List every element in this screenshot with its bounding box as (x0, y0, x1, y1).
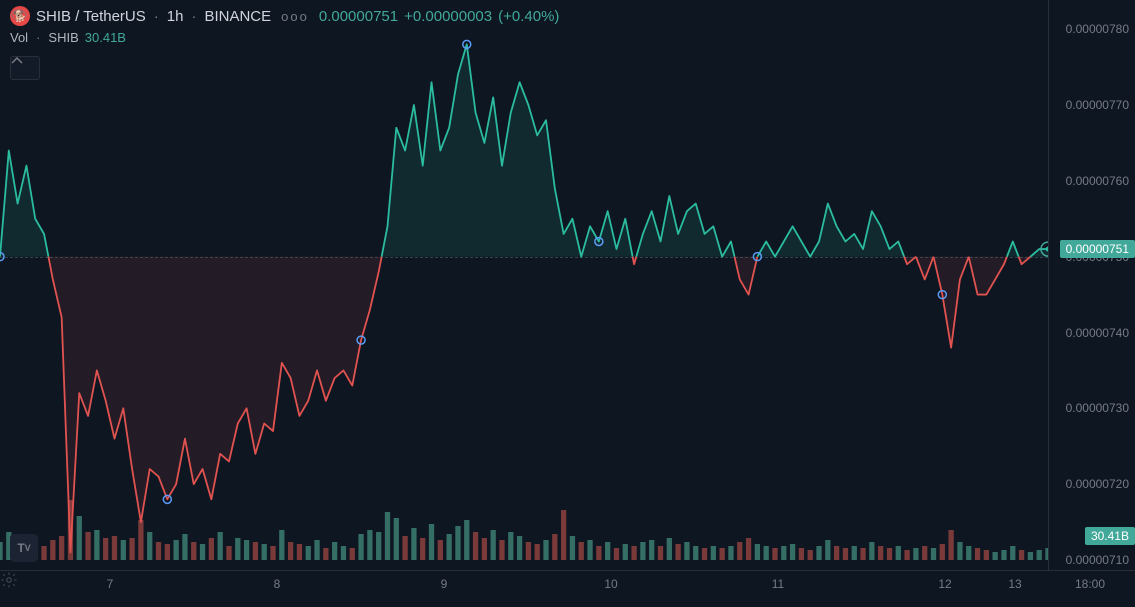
y-axis[interactable]: 0.000007800.000007700.000007600.00000750… (1048, 0, 1135, 570)
x-tick-label: 13 (1008, 577, 1021, 591)
symbol-pair[interactable]: SHIB / TetherUS (36, 8, 146, 25)
more-options-icon[interactable]: ooo (277, 9, 313, 24)
y-tick-label: 0.00000780 (1066, 22, 1129, 36)
y-tick-label: 0.00000720 (1066, 477, 1129, 491)
vol-value: 30.41B (85, 30, 126, 45)
interval-label[interactable]: 1h (167, 8, 184, 25)
tradingview-logo[interactable]: TV (10, 534, 38, 562)
current-price: 0.00000751 (319, 8, 398, 25)
collapse-button[interactable] (10, 56, 40, 80)
vol-symbol: SHIB (48, 30, 78, 45)
gear-icon[interactable] (0, 571, 18, 589)
x-axis[interactable]: 7 8 9 10 11 12 13 18:00 (0, 570, 1135, 607)
x-tick-label: 8 (274, 577, 281, 591)
price-change-abs: +0.00000003 (404, 8, 492, 25)
x-tick-label: 10 (604, 577, 617, 591)
x-right-label: 18:00 (1075, 577, 1105, 591)
chart-area[interactable] (0, 0, 1048, 570)
vol-label: Vol (10, 30, 28, 45)
y-tick-label: 0.00000770 (1066, 98, 1129, 112)
y-tick-label: 0.00000760 (1066, 174, 1129, 188)
price-change-pct: (+0.40%) (498, 8, 559, 25)
exchange-label: BINANCE (204, 8, 271, 25)
x-tick-label: 7 (107, 577, 114, 591)
x-tick-label: 9 (441, 577, 448, 591)
current-price-tag: 0.00000751 (1060, 240, 1135, 258)
y-tick-label: 0.00000710 (1066, 553, 1129, 567)
x-tick-label: 12 (938, 577, 951, 591)
visibility-icon[interactable] (10, 6, 28, 24)
x-tick-label: 11 (772, 577, 784, 591)
y-tick-label: 0.00000730 (1066, 401, 1129, 415)
y-tick-label: 0.00000740 (1066, 326, 1129, 340)
vol-tag: 30.41B (1085, 527, 1135, 545)
chart-header: 🐕 SHIB / TetherUS · 1h · BINANCE ooo 0.0… (10, 6, 559, 26)
volume-row: Vol · SHIB 30.41B (10, 30, 126, 45)
